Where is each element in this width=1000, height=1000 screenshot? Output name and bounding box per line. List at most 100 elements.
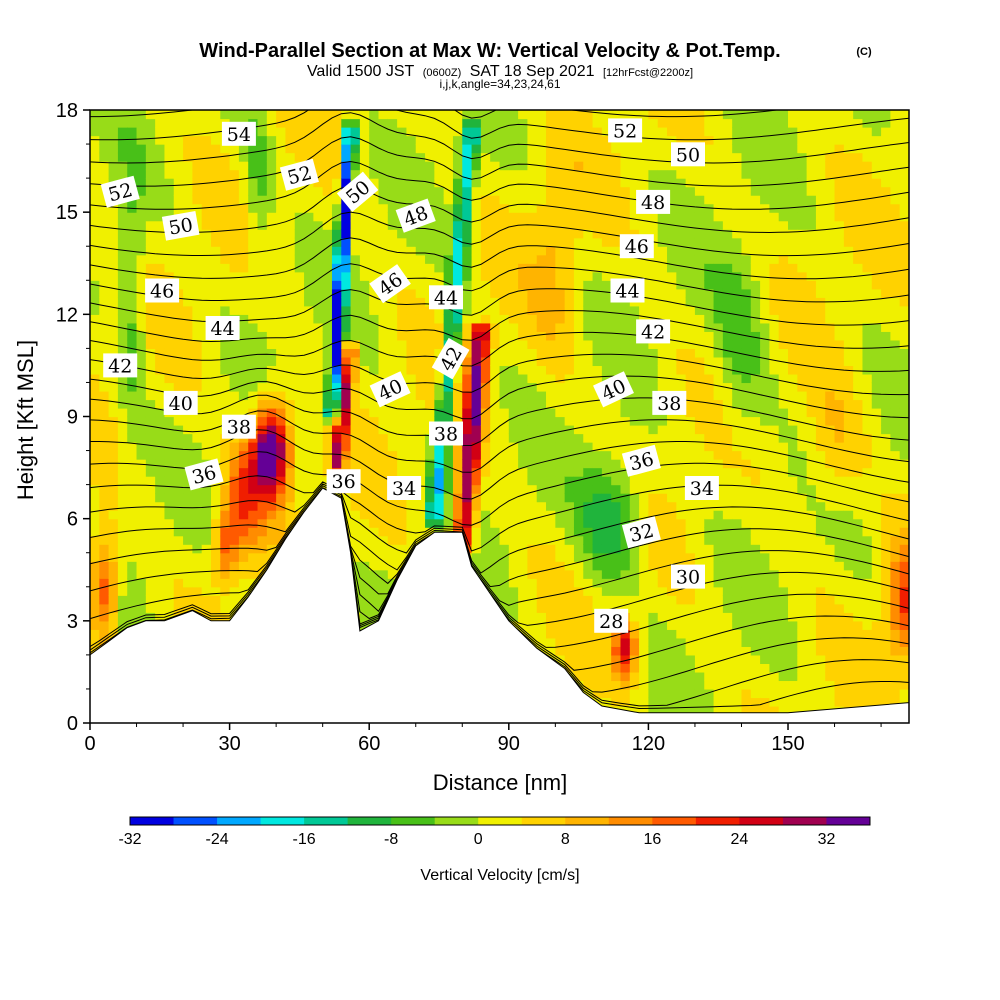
velocity-cell <box>583 637 594 647</box>
velocity-cell <box>639 586 650 596</box>
velocity-cell <box>127 552 138 562</box>
velocity-cell <box>369 127 380 137</box>
velocity-cell <box>657 629 668 639</box>
velocity-cell <box>294 365 305 375</box>
velocity-cell <box>387 535 398 545</box>
velocity-cell <box>657 365 668 375</box>
velocity-cell <box>387 339 398 349</box>
velocity-cell <box>639 169 650 179</box>
velocity-cell <box>90 493 100 503</box>
velocity-cell <box>583 314 594 324</box>
velocity-cell <box>192 510 203 520</box>
velocity-cell <box>248 161 259 171</box>
velocity-cell <box>406 186 417 196</box>
velocity-cell <box>676 118 687 128</box>
velocity-cell <box>229 586 240 596</box>
velocity-cell <box>592 629 603 639</box>
velocity-cell <box>136 203 147 213</box>
velocity-cell <box>192 518 203 528</box>
velocity-cell <box>192 578 203 588</box>
velocity-cell <box>722 467 733 477</box>
velocity-cell <box>573 535 584 545</box>
velocity-cell <box>248 237 259 247</box>
velocity-cell <box>192 246 203 256</box>
velocity-cell <box>127 407 138 418</box>
velocity-cell <box>192 433 203 443</box>
velocity-cell <box>722 603 733 613</box>
velocity-cell <box>620 544 631 554</box>
velocity-cell <box>546 637 556 647</box>
velocity-cell <box>173 237 184 247</box>
velocity-cell <box>90 229 100 239</box>
velocity-cell <box>257 450 268 460</box>
velocity-cell <box>155 459 166 469</box>
velocity-cell <box>415 186 426 196</box>
velocity-cell <box>676 433 687 443</box>
velocity-cell <box>145 305 156 315</box>
velocity-cell <box>173 339 184 349</box>
velocity-cell <box>378 339 389 349</box>
velocity-cell <box>527 450 538 460</box>
velocity-cell <box>592 373 603 384</box>
velocity-cell <box>480 399 491 409</box>
velocity-cell <box>471 552 482 562</box>
velocity-cell <box>415 263 426 273</box>
velocity-cell <box>462 510 473 520</box>
velocity-cell <box>583 382 594 392</box>
velocity-cell <box>713 544 724 554</box>
velocity-cell <box>471 331 482 341</box>
velocity-cell <box>350 501 361 511</box>
velocity-cell <box>313 271 324 281</box>
velocity-cell <box>611 195 622 205</box>
velocity-cell <box>611 595 622 605</box>
velocity-cell <box>694 646 705 656</box>
velocity-cell <box>443 237 454 247</box>
velocity-cell <box>359 527 370 537</box>
velocity-cell <box>266 373 277 384</box>
velocity-cell <box>341 339 352 349</box>
velocity-cell <box>369 493 380 503</box>
velocity-cell <box>145 510 156 520</box>
velocity-cell <box>657 237 668 247</box>
velocity-cell <box>229 561 240 571</box>
velocity-cell <box>620 603 631 613</box>
velocity-cell <box>722 186 733 196</box>
velocity-cell <box>629 356 640 367</box>
velocity-cell <box>629 705 640 716</box>
velocity-cell <box>536 305 547 315</box>
velocity-cell <box>573 561 584 571</box>
velocity-cell <box>276 450 287 460</box>
velocity-cell <box>480 297 491 307</box>
velocity-cell <box>564 152 575 162</box>
velocity-cell <box>304 271 314 281</box>
velocity-cell <box>425 518 435 528</box>
velocity-cell <box>99 586 110 596</box>
velocity-cell <box>99 450 110 460</box>
velocity-cell <box>722 671 733 682</box>
velocity-cell <box>350 552 361 562</box>
velocity-cell <box>722 127 733 137</box>
velocity-cell <box>443 195 454 205</box>
velocity-cell <box>620 425 631 435</box>
velocity-cell <box>99 527 110 537</box>
velocity-cell <box>667 637 677 647</box>
velocity-cell <box>341 280 352 290</box>
velocity-cell <box>620 220 631 230</box>
velocity-cell <box>136 450 147 460</box>
velocity-cell <box>192 348 203 358</box>
velocity-cell <box>406 288 417 298</box>
velocity-cell <box>490 322 501 332</box>
velocity-cell <box>629 263 640 273</box>
velocity-cell <box>304 476 314 486</box>
velocity-cell <box>90 595 100 605</box>
velocity-cell <box>387 152 398 162</box>
velocity-cell <box>257 356 268 367</box>
velocity-cell <box>648 425 659 435</box>
velocity-cell <box>564 339 575 349</box>
velocity-cell <box>676 697 687 707</box>
velocity-cell <box>434 186 445 196</box>
velocity-cell <box>508 603 519 613</box>
velocity-cell <box>229 263 240 273</box>
velocity-cell <box>173 433 184 443</box>
velocity-cell <box>518 212 529 222</box>
